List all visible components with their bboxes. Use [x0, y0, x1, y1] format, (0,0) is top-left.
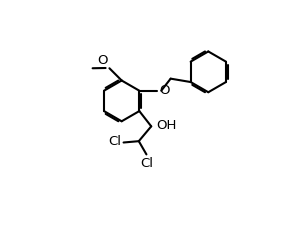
- Text: OH: OH: [156, 119, 177, 132]
- Text: O: O: [159, 84, 169, 97]
- Text: O: O: [97, 54, 108, 67]
- Text: Cl: Cl: [140, 158, 154, 171]
- Text: Cl: Cl: [108, 135, 121, 148]
